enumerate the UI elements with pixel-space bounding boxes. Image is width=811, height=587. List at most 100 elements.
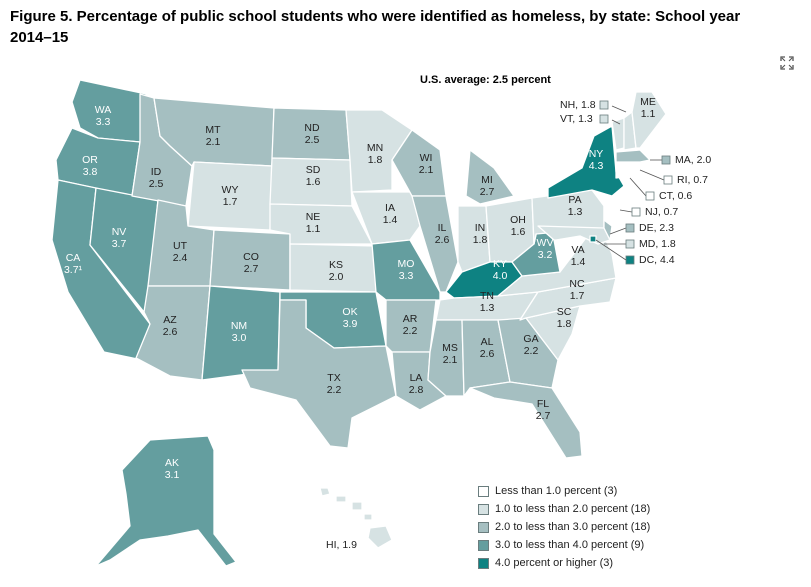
label-OR: OR 3.8 xyxy=(82,154,98,178)
value-NM: 3.0 xyxy=(231,332,247,344)
value-NE: 1.1 xyxy=(305,223,321,235)
abbr-OR: OR xyxy=(82,154,98,166)
legend-item: 1.0 to less than 2.0 percent (18) xyxy=(478,500,650,518)
label-WA: WA 3.3 xyxy=(95,104,112,128)
value-NY: 4.3 xyxy=(588,160,604,172)
abbr-NY: NY xyxy=(588,148,604,160)
value-AZ: 2.6 xyxy=(162,326,178,338)
abbr-IA: IA xyxy=(385,202,395,214)
value-GA: 2.2 xyxy=(523,345,539,357)
abbr-NM: NM xyxy=(230,320,248,332)
abbr-CO: CO xyxy=(243,251,259,263)
value-WA: 3.3 xyxy=(95,116,111,128)
value-IL: 2.6 xyxy=(434,234,450,246)
value-KS: 2.0 xyxy=(328,271,344,283)
abbr-WV: WV xyxy=(536,237,554,249)
abbr-FL: FL xyxy=(536,398,550,410)
abbr-AL: AL xyxy=(480,336,494,348)
abbr-UT: UT xyxy=(172,240,187,252)
callout-swatches xyxy=(599,100,673,265)
state-AK[interactable] xyxy=(95,435,237,567)
state-NJ[interactable] xyxy=(603,195,621,227)
legend-item: 3.0 to less than 4.0 percent (9) xyxy=(478,536,650,554)
label-AK: AK 3.1 xyxy=(165,457,180,481)
value-CO: 2.7 xyxy=(243,263,259,275)
state-IA[interactable] xyxy=(351,191,421,245)
label-GA: GA 2.2 xyxy=(523,333,538,357)
abbr-NC: NC xyxy=(569,278,585,290)
state-CT[interactable] xyxy=(615,163,633,179)
state-MA[interactable] xyxy=(615,149,651,163)
callout-NH: NH, 1.8 xyxy=(560,99,596,111)
label-NY: NY 4.3 xyxy=(589,148,604,172)
value-IN: 1.8 xyxy=(472,234,488,246)
state-NY[interactable] xyxy=(547,125,625,199)
label-ID: ID 2.5 xyxy=(149,166,164,190)
state-MN[interactable] xyxy=(345,109,413,193)
abbr-MN: MN xyxy=(366,142,384,154)
figure-title: Figure 5. Percentage of public school st… xyxy=(10,8,741,46)
value-SC: 1.8 xyxy=(556,318,572,330)
abbr-PA: PA xyxy=(568,194,582,206)
label-WI: WI 2.1 xyxy=(419,152,434,176)
abbr-AR: AR xyxy=(402,313,418,325)
abbr-KY: KY xyxy=(492,258,508,270)
label-WY: WY 1.7 xyxy=(222,184,239,208)
value-LA: 2.8 xyxy=(408,384,424,396)
label-CO: CO 2.7 xyxy=(243,251,259,275)
state-RI[interactable] xyxy=(631,163,641,177)
label-MI: MI 2.7 xyxy=(480,174,495,198)
state-DC[interactable] xyxy=(589,235,597,243)
value-NC: 1.7 xyxy=(569,290,585,302)
label-TN: TN 1.3 xyxy=(480,290,495,314)
state-WI[interactable] xyxy=(391,129,447,197)
abbr-NE: NE xyxy=(305,211,321,223)
state-HI[interactable] xyxy=(319,487,393,549)
label-ME: ME 1.1 xyxy=(640,96,656,120)
label-TX: TX 2.2 xyxy=(327,372,342,396)
label-AR: AR 2.2 xyxy=(403,313,418,337)
abbr-OH: OH xyxy=(510,214,526,226)
value-ID: 2.5 xyxy=(148,178,164,190)
abbr-WY: WY xyxy=(221,184,239,196)
label-IA: IA 1.4 xyxy=(383,202,398,226)
expand-icon[interactable] xyxy=(780,56,794,70)
value-MT: 2.1 xyxy=(205,136,221,148)
label-IL: IL 2.6 xyxy=(435,222,450,246)
label-KY: KY 4.0 xyxy=(493,258,508,282)
abbr-IN: IN xyxy=(474,222,486,234)
abbr-GA: GA xyxy=(523,333,539,345)
state-MI[interactable] xyxy=(465,149,515,205)
value-SD: 1.6 xyxy=(305,176,321,188)
value-OH: 1.6 xyxy=(510,226,526,238)
abbr-KS: KS xyxy=(328,259,344,271)
legend-label: Less than 1.0 percent (3) xyxy=(495,485,618,497)
callout-DC: DC, 4.4 xyxy=(639,254,675,266)
state-ME[interactable] xyxy=(631,91,667,149)
callout-RI: RI, 0.7 xyxy=(677,174,708,186)
label-SD: SD 1.6 xyxy=(306,164,321,188)
value-KY: 4.0 xyxy=(492,270,508,282)
label-SC: SC 1.8 xyxy=(557,306,572,330)
label-CA: CA 3.7¹ xyxy=(64,252,82,276)
legend-item: Less than 1.0 percent (3) xyxy=(478,482,650,500)
label-IN: IN 1.8 xyxy=(473,222,488,246)
state-FL[interactable] xyxy=(469,381,583,459)
abbr-MO: MO xyxy=(397,258,415,270)
abbr-AK: AK xyxy=(164,457,180,469)
label-VA: VA 1.4 xyxy=(571,244,586,268)
abbr-MS: MS xyxy=(442,342,458,354)
legend-swatch xyxy=(478,503,489,515)
label-OH: OH 1.6 xyxy=(510,214,526,238)
label-ND: ND 2.5 xyxy=(304,122,319,146)
label-OK: OK 3.9 xyxy=(342,306,357,330)
state-TX[interactable] xyxy=(241,299,397,449)
label-AL: AL 2.6 xyxy=(480,336,495,360)
state-VA[interactable] xyxy=(497,221,617,297)
legend-label: 1.0 to less than 2.0 percent (18) xyxy=(495,503,651,515)
label-MS: MS 2.1 xyxy=(442,342,458,366)
value-WV: 3.2 xyxy=(537,249,553,261)
label-AZ: AZ 2.6 xyxy=(163,314,178,338)
value-MO: 3.3 xyxy=(398,270,414,282)
